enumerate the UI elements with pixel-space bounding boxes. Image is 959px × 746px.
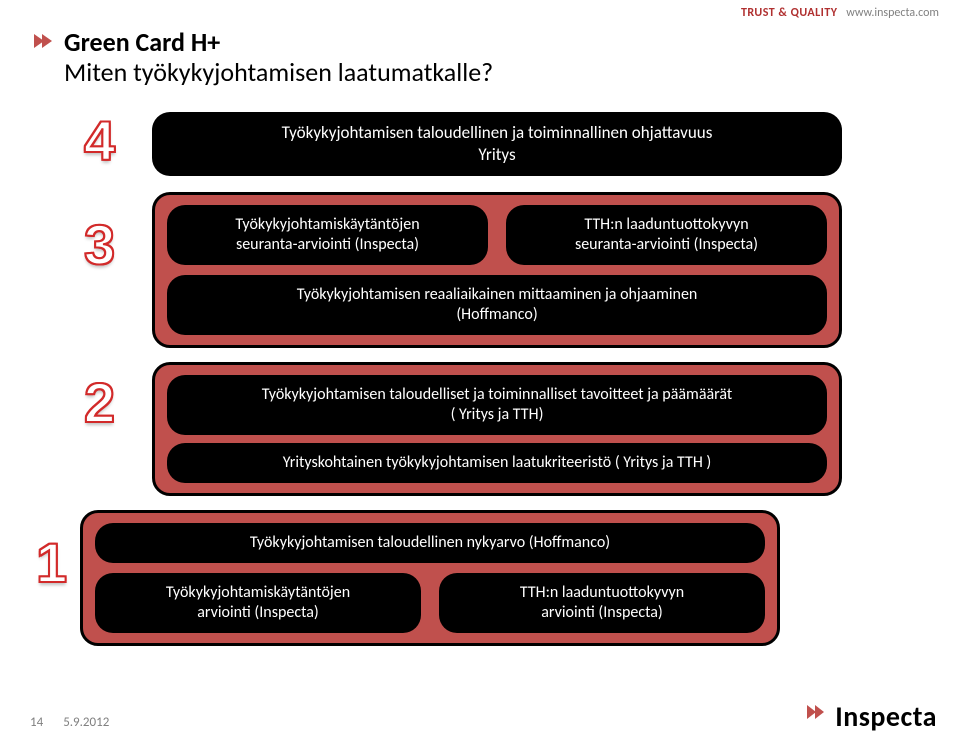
level4-pill: Työkykyjohtamisen taloudellinen ja toimi… — [152, 112, 842, 176]
title-text: Green Card H+ Miten työkykyjohtamisen la… — [64, 28, 493, 88]
level3-right-pill: TTH:n laaduntuottokyvyn seuranta-arvioin… — [506, 205, 827, 265]
footer-page-number: 14 — [30, 715, 43, 730]
level3-left-pill: Työkykyjohtamiskäytäntöjen seuranta-arvi… — [167, 205, 488, 265]
slide-title: Green Card H+ Miten työkykyjohtamisen la… — [34, 28, 493, 88]
level3-left-line2: seuranta-arviointi (Inspecta) — [187, 235, 468, 255]
level2-bottom-text: Yrityskohtainen työkykyjohtamisen laatuk… — [187, 453, 807, 473]
level3-right-line2: seuranta-arviointi (Inspecta) — [526, 235, 807, 255]
level1-left-line1: Työkykyjohtamiskäytäntöjen — [115, 583, 401, 603]
footer-logo-text: Inspecta — [835, 699, 937, 734]
level1-top-pill: Työkykyjohtamisen taloudellinen nykyarvo… — [95, 523, 765, 563]
logo-marker-icon — [807, 705, 829, 728]
level-number-3: 3 — [84, 212, 115, 277]
level1-row2: Työkykyjohtamiskäytäntöjen arviointi (In… — [95, 573, 765, 633]
footer-left: 14 5.9.2012 — [30, 715, 109, 730]
level2-top-line1: Työkykyjohtamisen taloudelliset ja toimi… — [187, 385, 807, 405]
level1-left-pill: Työkykyjohtamiskäytäntöjen arviointi (In… — [95, 573, 421, 633]
level3-bottom-line1: Työkykyjohtamisen reaaliaikainen mittaam… — [187, 285, 807, 305]
level-number-4: 4 — [84, 108, 115, 173]
level3-right-line1: TTH:n laaduntuottokyvyn — [526, 215, 807, 235]
level1-right-line1: TTH:n laaduntuottokyvyn — [459, 583, 745, 603]
header-url: www.inspecta.com — [846, 6, 939, 20]
level1-row1: Työkykyjohtamisen taloudellinen nykyarvo… — [95, 523, 765, 563]
header-trust-label: TRUST & QUALITY — [741, 6, 838, 20]
level2-bottom-pill: Yrityskohtainen työkykyjohtamisen laatuk… — [167, 443, 827, 483]
footer-date: 5.9.2012 — [63, 715, 109, 730]
level3-row1: Työkykyjohtamiskäytäntöjen seuranta-arvi… — [167, 205, 827, 265]
level2-panel: Työkykyjohtamisen taloudelliset ja toimi… — [152, 362, 842, 496]
header-right: TRUST & QUALITY www.inspecta.com — [741, 6, 939, 20]
level4-line2: Yritys — [172, 144, 822, 166]
title-marker-icon — [34, 34, 54, 54]
level3-panel: Työkykyjohtamiskäytäntöjen seuranta-arvi… — [152, 192, 842, 348]
title-line-2: Miten työkykyjohtamisen laatumatkalle? — [64, 58, 493, 88]
level2-top-pill: Työkykyjohtamisen taloudelliset ja toimi… — [167, 375, 827, 435]
level3-row2: Työkykyjohtamisen reaaliaikainen mittaam… — [167, 275, 827, 335]
level1-right-line2: arviointi (Inspecta) — [459, 603, 745, 623]
footer-logo: Inspecta — [807, 699, 937, 734]
level1-left-line2: arviointi (Inspecta) — [115, 603, 401, 623]
title-line-1: Green Card H+ — [64, 28, 493, 58]
level2-top-line2: ( Yritys ja TTH) — [187, 405, 807, 425]
level1-top-text: Työkykyjohtamisen taloudellinen nykyarvo… — [115, 533, 745, 553]
level3-bottom-pill: Työkykyjohtamisen reaaliaikainen mittaam… — [167, 275, 827, 335]
level3-bottom-line2: (Hoffmanco) — [187, 305, 807, 325]
level-number-2: 2 — [84, 370, 115, 435]
level1-panel: Työkykyjohtamisen taloudellinen nykyarvo… — [80, 510, 780, 646]
level3-left-line1: Työkykyjohtamiskäytäntöjen — [187, 215, 468, 235]
level4-line1: Työkykyjohtamisen taloudellinen ja toimi… — [172, 122, 822, 144]
level-number-1: 1 — [36, 530, 67, 595]
level1-right-pill: TTH:n laaduntuottokyvyn arviointi (Inspe… — [439, 573, 765, 633]
